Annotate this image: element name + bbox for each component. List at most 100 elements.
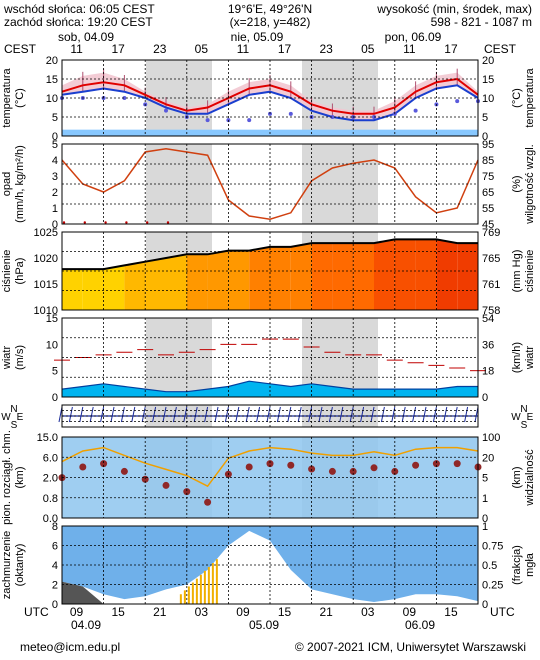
precip-marker bbox=[146, 221, 149, 224]
wind-ms-tick-label: 0 bbox=[52, 392, 58, 404]
cloud-cover-tick-label: 8 bbox=[52, 521, 58, 533]
wind-direction-arrow bbox=[380, 406, 385, 423]
temperature-tick-label: 0 bbox=[52, 131, 58, 143]
wind-direction-arrow bbox=[297, 406, 302, 423]
temperature-axis-title-right: (°C) bbox=[511, 88, 523, 108]
grid-position-text: (x=218, y=482) bbox=[229, 15, 311, 29]
sunset-text: zachód słońca: 19:20 CEST bbox=[4, 15, 153, 29]
pressure-axis-title: (hPa) bbox=[14, 258, 26, 285]
bottom-hour-label: 09 bbox=[236, 605, 250, 619]
wind-direction-arrow bbox=[349, 406, 354, 423]
compass-letter-left: E bbox=[17, 412, 24, 423]
wind-direction-arrow bbox=[401, 406, 406, 423]
wind-kmh-tick-label: 36 bbox=[482, 339, 494, 351]
bottom-hour-label: 09 bbox=[403, 605, 417, 619]
cloud-base-point bbox=[183, 488, 191, 496]
top-day-label: nie, 05.09 bbox=[231, 30, 284, 44]
wind-direction-arrow bbox=[162, 406, 167, 423]
wind-direction-arrow bbox=[464, 406, 469, 423]
wind-kmh-tick-label: 54 bbox=[482, 313, 494, 325]
wind-direction-arrow bbox=[287, 406, 292, 423]
compass-letter-left: N bbox=[10, 404, 17, 415]
visibility-tick-label: 0 bbox=[482, 513, 488, 525]
fog-axis-title: (frakcja) bbox=[511, 545, 523, 585]
panel-frame bbox=[61, 317, 479, 398]
temperature-tick-label: 10 bbox=[46, 93, 58, 105]
pressure-fill bbox=[186, 254, 208, 310]
cloud-cover-axis-title: (oktanty) bbox=[14, 544, 26, 587]
cloud-base-point bbox=[266, 460, 274, 468]
cloud-base-point bbox=[287, 461, 295, 469]
top-hour-label: 05 bbox=[195, 42, 209, 56]
cloud-extent-tick-label: 2.0 bbox=[43, 473, 58, 485]
cloud-base-point bbox=[391, 467, 399, 475]
compass-letter-right: S bbox=[521, 420, 528, 431]
top-hour-label: 05 bbox=[361, 42, 375, 56]
top-day-label: sob, 04.09 bbox=[58, 30, 114, 44]
pressure-fill bbox=[290, 243, 312, 310]
wind-kmh-axis-title: (km/h) bbox=[511, 342, 523, 373]
dewpoint-point bbox=[247, 118, 252, 123]
bottom-day-label: 04.09 bbox=[71, 618, 101, 632]
temperature-tick-label: 5 bbox=[52, 112, 58, 124]
precip-marker bbox=[83, 221, 87, 224]
compass-letter-right: N bbox=[520, 404, 527, 415]
wind-axis-title: wiatr bbox=[1, 346, 13, 371]
pressure-fill bbox=[353, 243, 374, 310]
wind-direction-arrow bbox=[193, 406, 198, 423]
cloud-cover-tick-label: 0 bbox=[52, 599, 58, 611]
temperature-axis-title: temperatura bbox=[1, 67, 13, 127]
cloud-extent-axis-title: pion. rozciągł. chm. bbox=[1, 430, 13, 525]
bottom-hour-label: 09 bbox=[70, 605, 84, 619]
wind-direction-arrow bbox=[235, 406, 240, 423]
sunrise-text: wschód słońca: 06:05 CEST bbox=[4, 2, 155, 16]
wind-direction-arrow bbox=[152, 406, 157, 423]
wind-direction-arrow bbox=[224, 406, 229, 423]
wind-direction-arrow bbox=[100, 406, 105, 423]
humidity-axis-title: wilgotność wzgl. bbox=[524, 144, 536, 224]
temperature-min-line bbox=[61, 84, 479, 122]
dewpoint-point bbox=[288, 111, 293, 116]
humidity-tick-label: 85 bbox=[482, 155, 494, 167]
cloud-extent-tick-label: 6.0 bbox=[43, 452, 58, 464]
temperature-tick-label-right: 10 bbox=[482, 93, 494, 105]
bottom-hour-label: 03 bbox=[361, 605, 375, 619]
temperature-tick-label-right: 15 bbox=[482, 74, 494, 86]
pressure-mmhg-tick-label: 761 bbox=[482, 279, 500, 291]
humidity-axis-title: (%) bbox=[511, 175, 523, 192]
cloud-base-point bbox=[432, 460, 440, 468]
cloud-base-point bbox=[162, 481, 170, 489]
bottom-hour-label: 21 bbox=[319, 605, 333, 619]
wind-ms-tick-label: 15 bbox=[46, 313, 58, 325]
top-hour-label: 17 bbox=[278, 42, 292, 56]
pressure-fill bbox=[457, 243, 478, 310]
pressure-fill bbox=[374, 239, 395, 310]
top-hour-label: 11 bbox=[237, 42, 250, 56]
panel-frame bbox=[61, 143, 479, 225]
panel-frame bbox=[61, 404, 479, 428]
wind-direction-arrow bbox=[432, 406, 437, 423]
wind-direction-arrow bbox=[370, 406, 375, 423]
fog-tick-label: 0.5 bbox=[482, 560, 497, 572]
visibility-tick-label: 5 bbox=[482, 473, 488, 485]
temperature-tick-label: 20 bbox=[46, 55, 58, 67]
visibility-tick-label: 1 bbox=[482, 493, 488, 505]
pressure-fill bbox=[394, 239, 416, 310]
pressure-fill bbox=[332, 243, 354, 310]
fog-bar bbox=[211, 563, 214, 604]
pressure-fill bbox=[124, 261, 146, 310]
wind-direction-arrow bbox=[214, 406, 219, 423]
cloud-cover-tick-label: 6 bbox=[52, 541, 58, 553]
pressure-axis-title: ciśnienie bbox=[1, 250, 13, 293]
compass-letter-left: W bbox=[1, 412, 11, 423]
pressure-mmhg-tick-label: 758 bbox=[482, 305, 500, 317]
fog-bar bbox=[183, 590, 186, 604]
humidity-line bbox=[61, 148, 479, 220]
visibility-tick-label: 100 bbox=[482, 432, 500, 444]
top-hour-label: 17 bbox=[111, 42, 125, 56]
contact-email[interactable]: meteo@icm.edu.pl bbox=[20, 640, 121, 654]
cloud-base-point bbox=[120, 467, 128, 475]
top-hour-label: 23 bbox=[319, 42, 333, 56]
top-day-label: pon, 06.09 bbox=[385, 30, 442, 44]
wind-direction-arrow bbox=[318, 406, 323, 423]
